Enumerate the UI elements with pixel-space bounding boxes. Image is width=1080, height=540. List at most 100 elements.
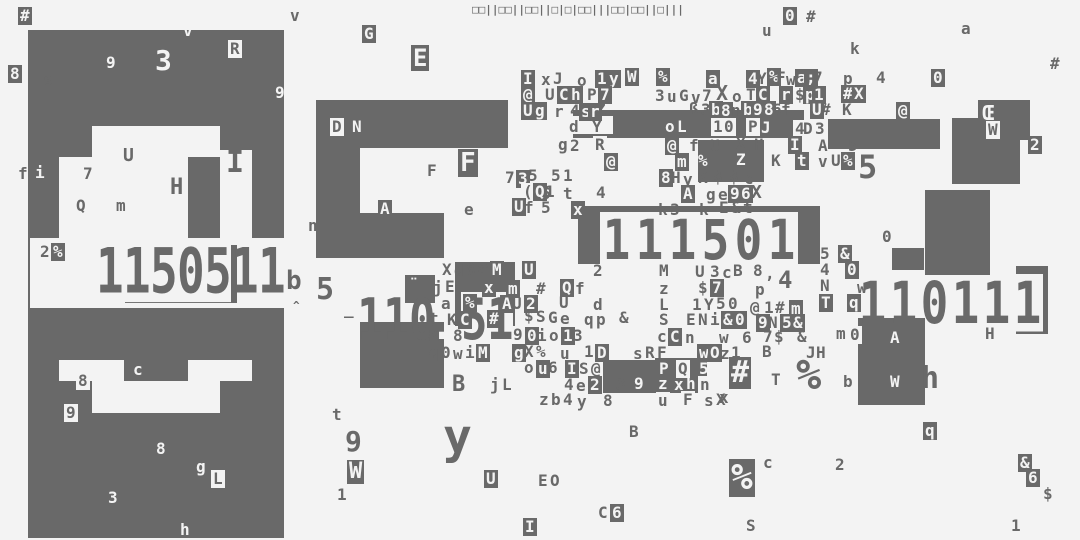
glyph: 1	[563, 166, 573, 185]
digit: 0	[920, 269, 949, 337]
glyph: &	[731, 198, 741, 217]
glyph: B	[762, 342, 772, 361]
glyph: x	[571, 200, 585, 219]
glyph: m	[506, 279, 520, 298]
glyph: %	[656, 67, 670, 86]
glyph: 4	[820, 260, 830, 279]
glyph: z	[658, 374, 668, 393]
glyph: N	[698, 310, 708, 329]
glyph: #	[1050, 54, 1060, 73]
glyph: k	[699, 200, 709, 219]
glyph: 7	[702, 86, 712, 105]
glyph: m	[836, 324, 846, 343]
glyph: X	[716, 81, 729, 105]
glyph: 1	[692, 295, 702, 314]
glyph: 8	[762, 100, 776, 119]
glyph: X	[751, 182, 762, 203]
glyph: K	[698, 168, 708, 187]
glyph: K	[842, 100, 852, 119]
glyph: M	[659, 261, 669, 280]
glyph: Y	[704, 295, 714, 314]
glyph: #	[536, 279, 546, 298]
glyph: 5	[699, 359, 709, 378]
glyph: 9	[756, 313, 770, 332]
glyph: z	[659, 279, 669, 298]
glyph: w	[719, 328, 729, 347]
glyph: 6	[610, 503, 624, 522]
glyph: J	[553, 69, 563, 88]
glyph: z	[539, 390, 549, 409]
glyph: #	[806, 7, 816, 26]
glyph: J	[806, 343, 816, 362]
glyph: Z	[736, 150, 746, 169]
glyph: g	[533, 101, 547, 120]
glyph: 8	[8, 64, 22, 83]
glyph: X	[524, 342, 534, 361]
glyph: B	[629, 422, 639, 441]
glyph: 9	[64, 403, 78, 422]
glyph: ,	[765, 264, 775, 283]
block	[220, 150, 252, 238]
glyph: i	[710, 310, 720, 329]
glyph: X	[716, 390, 726, 409]
glyph: n	[698, 375, 712, 394]
glyph: 9	[345, 425, 362, 458]
glyph: #	[821, 100, 831, 119]
glyph: 2	[835, 455, 845, 474]
glyph: 1	[764, 298, 774, 317]
glyph: L	[677, 117, 687, 136]
glyph: m	[114, 196, 128, 215]
glyph: u	[762, 21, 772, 40]
glyph: k	[658, 200, 668, 219]
glyph: f	[18, 164, 28, 183]
glyph: F	[425, 161, 439, 180]
glyph: %	[536, 342, 546, 361]
glyph: h	[921, 361, 940, 396]
glyph: N	[820, 276, 830, 295]
glyph: 2	[593, 261, 603, 280]
glyph: a	[441, 294, 451, 313]
glyph: 4	[596, 183, 606, 202]
glyph: k	[850, 39, 860, 58]
glyph: 2	[588, 375, 602, 394]
glyph: E	[686, 310, 696, 329]
block	[858, 318, 925, 405]
glyph: g	[706, 185, 716, 204]
glyph: b	[843, 372, 853, 391]
glyph: h	[180, 520, 190, 539]
glyph: 0	[848, 325, 862, 344]
glyph: r	[554, 102, 564, 121]
glyph: U	[829, 151, 843, 170]
block	[892, 248, 924, 270]
block	[405, 275, 435, 303]
glyph: Y	[592, 117, 602, 136]
glyph: R	[228, 39, 242, 58]
digit: 5	[150, 234, 178, 308]
glyph: d	[569, 117, 579, 136]
glyph: 7	[763, 327, 773, 346]
glyph: v	[818, 152, 828, 171]
glyph: _	[344, 299, 354, 318]
block	[188, 360, 252, 381]
glyph: g	[512, 343, 526, 362]
glyph: v	[290, 6, 300, 25]
glyph: E	[445, 277, 455, 296]
glyph: N	[768, 313, 778, 332]
glyph: B	[450, 372, 468, 397]
glyph: A	[378, 199, 392, 218]
glyph: E	[411, 44, 430, 72]
digit: 1	[633, 212, 666, 268]
glyph: 2	[40, 242, 50, 261]
glyph: f	[689, 136, 699, 155]
glyph: C	[598, 503, 608, 522]
glyph: Q	[533, 182, 547, 201]
digit: 1	[951, 269, 980, 337]
glyph: U	[512, 197, 526, 216]
glyph: P	[659, 359, 669, 378]
glyph: e	[560, 309, 570, 328]
glyph: y	[577, 392, 587, 411]
glyph: F	[681, 390, 695, 409]
glyph: 9	[728, 184, 742, 203]
glyph: 1	[561, 326, 575, 345]
glyph: c	[763, 453, 773, 472]
